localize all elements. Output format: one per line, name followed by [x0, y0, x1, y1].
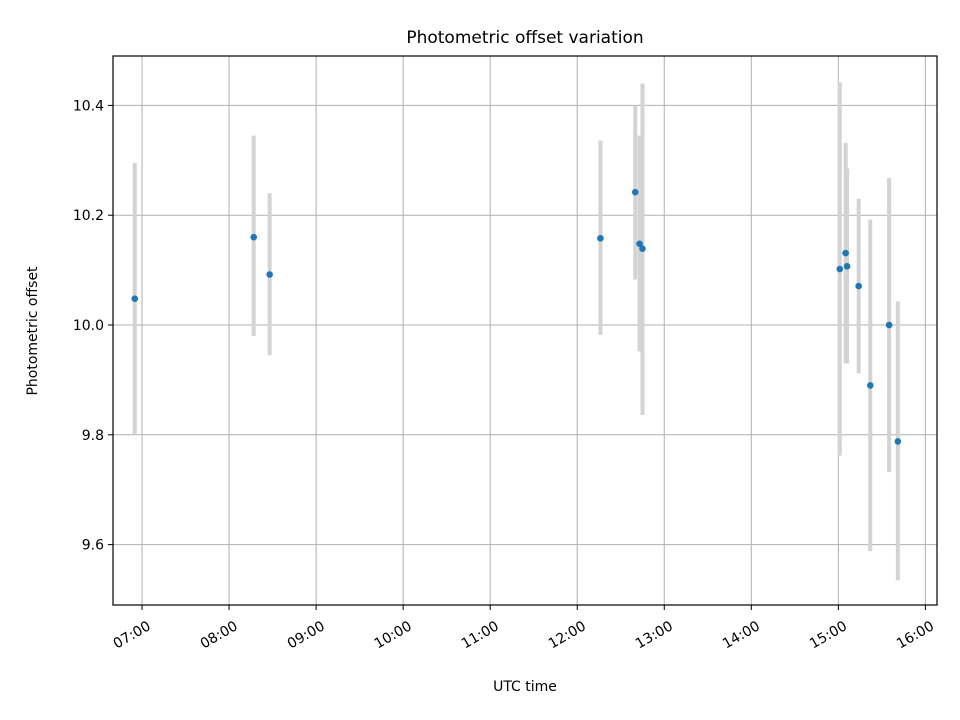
x-axis-label: UTC time: [493, 679, 557, 695]
data-point: [266, 271, 273, 278]
axis-ticks: 07:00 08:00 09:00 10:00 11:00 12:00 13:00 14:00…: [73, 98, 937, 652]
x-tick-label: 09:00: [285, 618, 328, 652]
y-axis-label: Photometric offset: [25, 266, 41, 396]
data-point: [843, 262, 851, 270]
x-tick-label: 16:00: [894, 618, 937, 652]
data-point: [636, 240, 643, 248]
data-points: [131, 188, 902, 445]
data-point: [631, 188, 639, 196]
y-tick-label: 10.2: [73, 208, 104, 224]
x-tick-label: 07:00: [111, 618, 154, 652]
y-tick-label: 10.0: [73, 318, 104, 334]
x-tick-label: 13:00: [633, 618, 676, 652]
x-tick-label: 12:00: [546, 618, 589, 652]
chart-title: Photometric offset variation: [406, 28, 643, 48]
data-point: [866, 382, 874, 389]
data-point: [250, 233, 258, 241]
y-tick-label: 9.6: [82, 538, 104, 554]
data-point: [855, 282, 862, 290]
plot-frame: [112, 55, 938, 606]
data-point: [597, 234, 604, 242]
x-tick-label: 10:00: [372, 618, 415, 652]
data-point: [639, 245, 646, 252]
x-tick-label: 08:00: [198, 618, 241, 652]
y-tick-label: 9.8: [82, 428, 104, 444]
error-bars: [132, 82, 900, 581]
data-point: [842, 249, 849, 257]
data-point: [885, 321, 893, 329]
y-tick-label: 10.4: [73, 98, 104, 114]
x-tick-label: 15:00: [807, 618, 850, 652]
x-tick-label: 11:00: [459, 618, 502, 652]
grid-lines: [113, 56, 937, 605]
x-tick-label: 14:00: [720, 618, 763, 652]
data-point: [836, 265, 844, 273]
data-point: [894, 438, 902, 445]
data-point: [131, 295, 139, 302]
